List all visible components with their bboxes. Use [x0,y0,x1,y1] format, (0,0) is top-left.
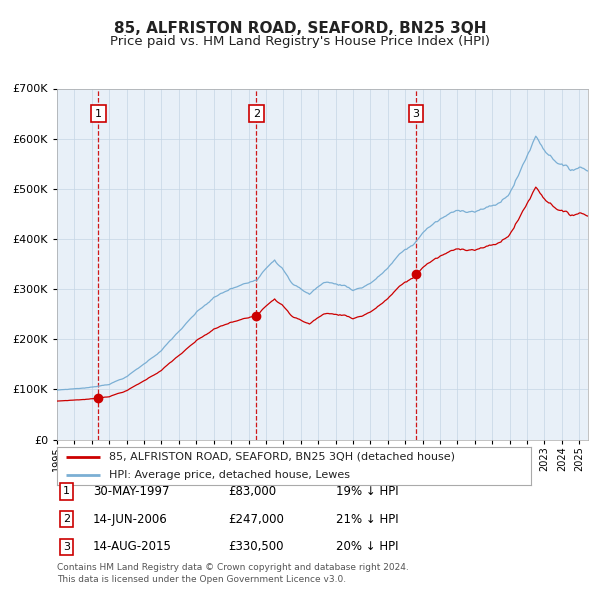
Text: £330,500: £330,500 [228,540,284,553]
Text: 3: 3 [63,542,70,552]
Text: 85, ALFRISTON ROAD, SEAFORD, BN25 3QH (detached house): 85, ALFRISTON ROAD, SEAFORD, BN25 3QH (d… [109,452,455,462]
Text: £83,000: £83,000 [228,485,276,498]
Text: Contains HM Land Registry data © Crown copyright and database right 2024.: Contains HM Land Registry data © Crown c… [57,563,409,572]
Text: This data is licensed under the Open Government Licence v3.0.: This data is licensed under the Open Gov… [57,575,346,584]
Text: Price paid vs. HM Land Registry's House Price Index (HPI): Price paid vs. HM Land Registry's House … [110,35,490,48]
Text: £247,000: £247,000 [228,513,284,526]
Text: HPI: Average price, detached house, Lewes: HPI: Average price, detached house, Lewe… [109,470,350,480]
Text: 2: 2 [253,109,260,119]
Text: 19% ↓ HPI: 19% ↓ HPI [336,485,398,498]
Text: 85, ALFRISTON ROAD, SEAFORD, BN25 3QH: 85, ALFRISTON ROAD, SEAFORD, BN25 3QH [114,21,486,35]
Text: 14-AUG-2015: 14-AUG-2015 [93,540,172,553]
Text: 1: 1 [95,109,102,119]
Text: 14-JUN-2006: 14-JUN-2006 [93,513,168,526]
Text: 1: 1 [63,487,70,496]
Text: 30-MAY-1997: 30-MAY-1997 [93,485,170,498]
Text: 21% ↓ HPI: 21% ↓ HPI [336,513,398,526]
Text: 3: 3 [412,109,419,119]
Text: 2: 2 [63,514,70,524]
Text: 20% ↓ HPI: 20% ↓ HPI [336,540,398,553]
